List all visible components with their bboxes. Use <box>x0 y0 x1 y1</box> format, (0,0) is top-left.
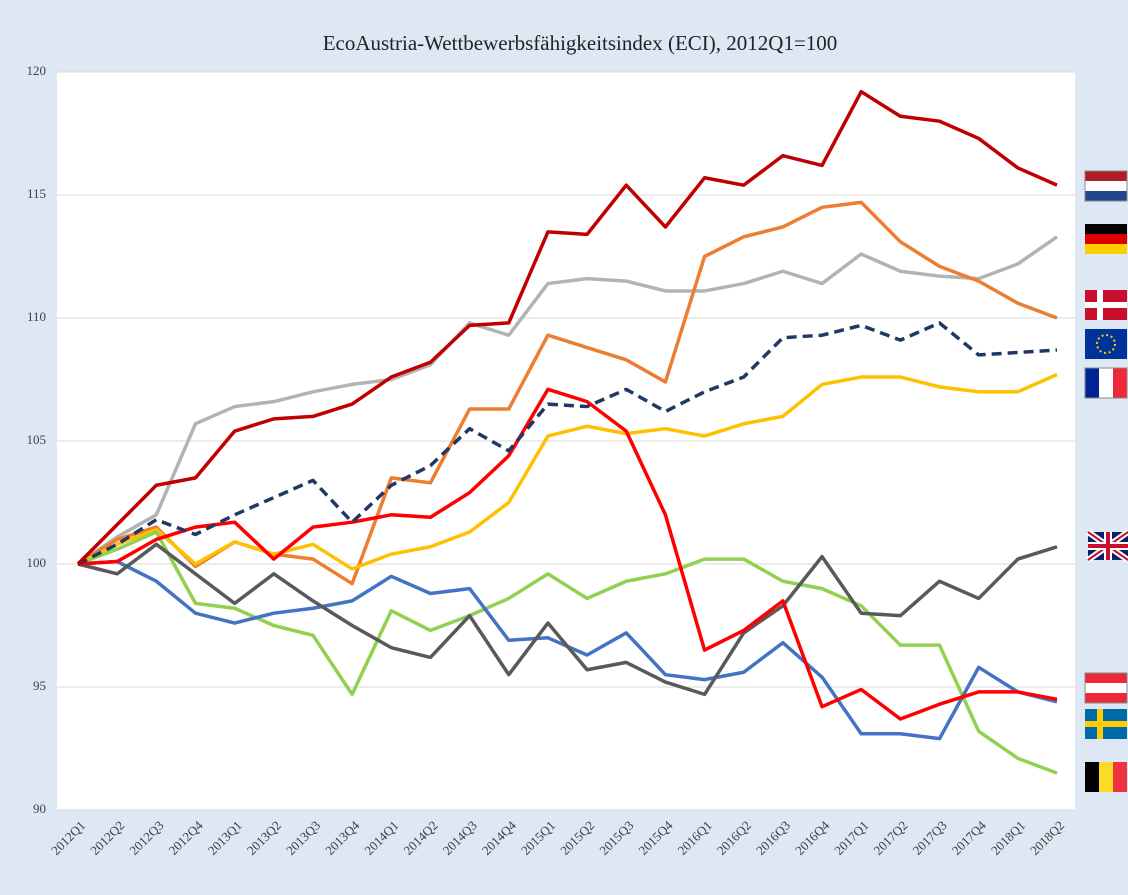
x-tick-label: 2017Q2 <box>870 818 910 858</box>
x-tick-label: 2014Q3 <box>440 818 480 858</box>
x-tick-label: 2013Q3 <box>283 818 323 858</box>
y-tick-label: 105 <box>27 432 47 447</box>
x-tick-label: 2015Q3 <box>596 818 636 858</box>
x-tick-label: 2013Q2 <box>244 818 284 858</box>
x-tick-label: 2012Q4 <box>165 817 206 858</box>
y-tick-label: 120 <box>27 63 47 78</box>
series-line <box>77 530 1058 775</box>
y-tick-label: 115 <box>27 186 46 201</box>
x-tick-label: 2017Q1 <box>831 818 871 858</box>
y-tick-label: 100 <box>27 555 47 570</box>
x-tick-label: 2018Q2 <box>1027 818 1067 858</box>
chart-title: EcoAustria-Wettbewerbsfähigkeitsindex (E… <box>323 31 838 55</box>
series-line <box>77 372 1058 571</box>
x-tick-label: 2012Q3 <box>126 818 166 858</box>
x-tick-label: 2015Q1 <box>518 818 558 858</box>
series-line <box>77 321 1058 566</box>
x-tick-label: 2016Q1 <box>675 818 715 858</box>
y-tick-label: 90 <box>33 801 46 816</box>
x-tick-label: 2012Q1 <box>48 818 88 858</box>
x-tick-label: 2015Q4 <box>635 817 676 858</box>
series-line <box>77 387 1058 721</box>
x-tick-label: 2017Q3 <box>910 818 950 858</box>
x-tick-label: 2014Q2 <box>400 818 440 858</box>
x-tick-label: 2017Q4 <box>949 817 990 858</box>
y-tick-label: 110 <box>27 309 46 324</box>
x-tick-label: 2015Q2 <box>557 818 597 858</box>
series-line <box>76 89 1058 566</box>
x-tick-label: 2018Q1 <box>988 818 1028 858</box>
series-line <box>77 542 1058 697</box>
x-tick-label: 2016Q4 <box>792 817 833 858</box>
y-tick-label: 95 <box>33 678 46 693</box>
flags <box>1084 170 1128 792</box>
x-tick-label: 2014Q1 <box>361 818 401 858</box>
x-tick-label: 2016Q2 <box>714 818 754 858</box>
x-tick-label: 2014Q4 <box>479 817 520 858</box>
x-tick-label: 2013Q4 <box>322 817 363 858</box>
x-tick-label: 2013Q1 <box>205 818 245 858</box>
series-line <box>77 235 1058 566</box>
x-tick-label: 2016Q3 <box>753 818 793 858</box>
x-tick-label: 2012Q2 <box>87 818 127 858</box>
